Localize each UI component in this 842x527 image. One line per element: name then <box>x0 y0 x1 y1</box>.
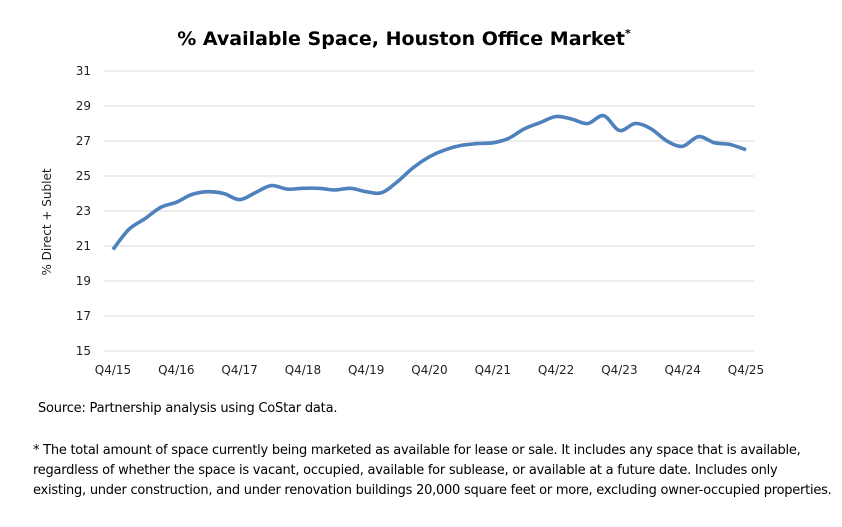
x-tick-label: Q4/17 <box>221 363 257 377</box>
x-tick-label: Q4/20 <box>411 363 447 377</box>
y-tick-label: 21 <box>76 239 91 253</box>
x-tick-label: Q4/25 <box>728 363 764 377</box>
y-tick-label: 19 <box>76 274 91 288</box>
series-line <box>111 113 747 251</box>
y-tick-label: 23 <box>76 204 91 218</box>
line-chart: % Available Space, Houston Office Market… <box>40 27 764 377</box>
x-tick-label: Q4/24 <box>664 363 700 377</box>
footnote: * The total amount of space currently be… <box>33 443 832 498</box>
y-axis-label: % Direct + Sublet <box>40 168 54 275</box>
x-tick-label: Q4/23 <box>601 363 637 377</box>
chart-title-text: % Available Space, Houston Office Market <box>177 28 625 50</box>
y-tick-label: 29 <box>76 99 91 113</box>
chart-title: % Available Space, Houston Office Market… <box>177 27 631 50</box>
gridlines <box>104 70 754 352</box>
chart-title-asterisk: * <box>625 27 631 40</box>
y-tick-label: 15 <box>76 344 91 358</box>
x-tick-label: Q4/15 <box>95 363 131 377</box>
x-axis-ticks: Q4/15 Q4/16 Q4/17 Q4/18 Q4/19 Q4/20 Q4/21 Q4/22… <box>95 363 764 377</box>
x-tick-label: Q4/16 <box>158 363 194 377</box>
series-group <box>111 113 747 251</box>
x-tick-label: Q4/21 <box>475 363 511 377</box>
y-tick-label: 31 <box>76 64 91 78</box>
y-tick-label: 17 <box>76 309 91 323</box>
x-tick-label: Q4/22 <box>538 363 574 377</box>
x-tick-label: Q4/18 <box>285 363 321 377</box>
y-tick-label: 27 <box>76 134 91 148</box>
source-note: Source: Partnership analysis using CoSta… <box>38 401 338 416</box>
y-axis-ticks: 15 17 19 21 23 25 27 29 31 <box>76 64 91 358</box>
y-tick-label: 25 <box>76 169 91 183</box>
x-tick-label: Q4/19 <box>348 363 384 377</box>
